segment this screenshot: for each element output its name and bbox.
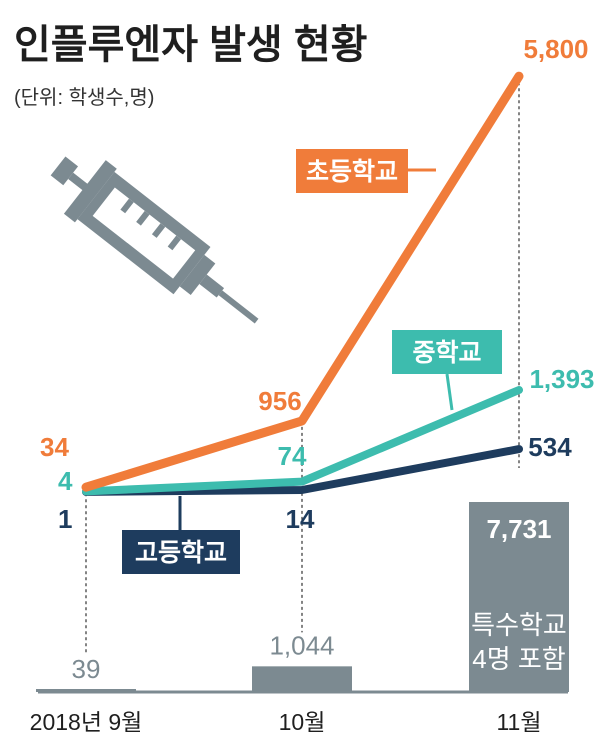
- tick-label: 2018년 9월: [30, 709, 143, 735]
- series-value-label: 74: [278, 441, 307, 471]
- bar-note: 4명 포함: [472, 644, 565, 674]
- syringe-icon: [50, 156, 259, 324]
- data-labels: 39 1,044 7,731 특수학교 4명 포함 34 956 5,800 4 74 1,393 1…: [40, 34, 595, 684]
- bar-special-school: [469, 502, 569, 692]
- bar-value-label: 1,044: [269, 630, 334, 660]
- special-school-bars: [36, 502, 569, 692]
- bar-value-label: 39: [72, 654, 101, 684]
- tick-label: 10월: [279, 709, 326, 735]
- chart-title: 인플루엔자 발생 현황: [14, 23, 367, 67]
- tick-label: 11월: [496, 709, 541, 735]
- bar-special-school: [252, 666, 352, 692]
- series-value-label: 534: [528, 432, 572, 462]
- series-value-label: 14: [286, 504, 315, 534]
- series-line: [82, 386, 523, 496]
- series-value-label: 1,393: [529, 364, 594, 394]
- series-value-label: 4: [58, 466, 73, 496]
- legend-label-middle: 중학교: [412, 339, 481, 367]
- legend-badge-high: 고등학교: [122, 496, 240, 574]
- series-value-label: 5,800: [523, 34, 588, 64]
- bar-note: 특수학교: [471, 610, 567, 640]
- series-value-label: 956: [258, 386, 301, 416]
- legend-badge-elementary: 초등학교: [296, 149, 436, 193]
- legend-label-elementary: 초등학교: [306, 158, 398, 186]
- chart-subtitle: (단위: 학생수,명): [14, 86, 154, 109]
- guide-lines: [85, 76, 520, 655]
- series-line: [81, 71, 524, 492]
- series-lines: [81, 71, 524, 496]
- legend-badge-middle: 중학교: [392, 330, 502, 411]
- series-value-label: 34: [40, 432, 69, 462]
- bar-value-label: 7,731: [486, 514, 551, 544]
- legend-label-high: 고등학교: [135, 539, 227, 567]
- series-value-label: 1: [58, 504, 72, 534]
